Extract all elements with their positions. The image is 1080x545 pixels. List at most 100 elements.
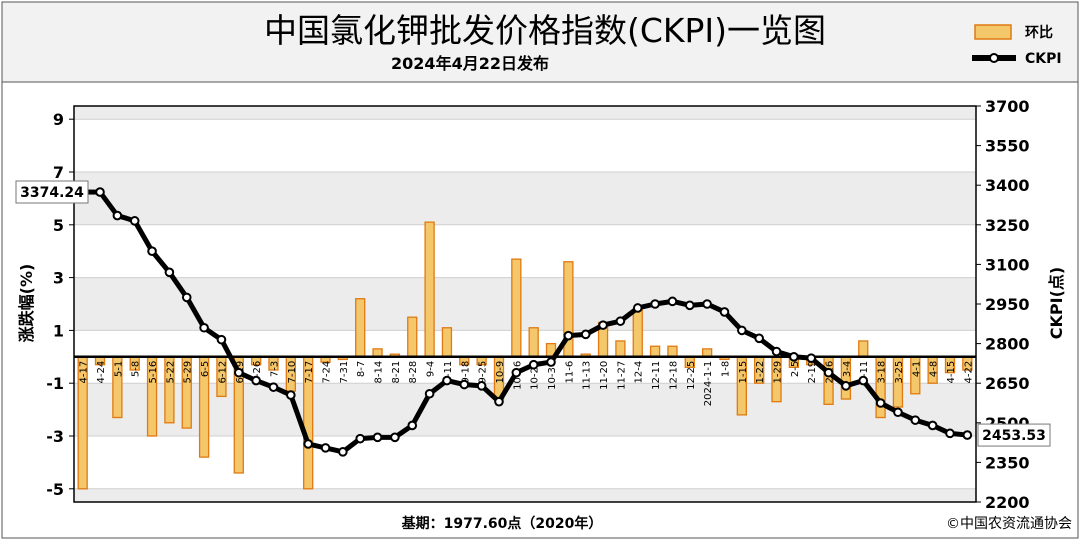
ckpi-point-8-21 [390, 432, 400, 443]
plot-band [74, 172, 976, 225]
x-tick-label-8-14: 8-14 [374, 361, 385, 384]
x-tick-label-7-10: 7-10 [287, 361, 298, 384]
x-tick-label-6-5: 6-5 [200, 361, 211, 377]
chart-title: 中国氯化钾批发价格指数(CKPI)一览图 [264, 11, 826, 50]
ckpi-point-5-29 [181, 292, 192, 303]
bar-11-27 [615, 340, 626, 358]
ckpi-point-4-24 [95, 187, 105, 197]
y-right-tick-label: 3700 [985, 97, 1030, 116]
y-axis-left: 9 7 5 3 1 -1 -3 -5 [46, 110, 74, 499]
bar-9-11 [441, 327, 453, 358]
y-axis-right: 3700355034003250310029502800265025002350… [976, 97, 1030, 512]
x-tick-label-9-11: 9-11 [443, 361, 454, 384]
annotation-label-3374.24: 3374.24 [20, 185, 84, 201]
y-right-tick-label: 2950 [985, 295, 1030, 314]
ckpi-point-4-1 [910, 415, 921, 425]
ckpi-point-9-18 [459, 379, 470, 390]
ckpi-point-3-11 [858, 375, 869, 386]
ckpi-point-9-4 [424, 388, 435, 399]
x-tick-label-5-8: 5-8 [131, 361, 142, 377]
ckpi-point-7-3 [268, 382, 279, 392]
x-tick-label-6-26: 6-26 [252, 361, 263, 384]
x-tick-label-1-15: 1-15 [738, 361, 749, 384]
annotation-box [15, 180, 89, 204]
ckpi-point-11-27 [615, 316, 626, 326]
y-axis-left-label: 涨跌幅(%) [17, 264, 36, 343]
x-tick-label-9-18: 9-18 [460, 361, 471, 384]
annotation-box [977, 423, 1051, 447]
ckpi-point-6-19 [233, 367, 244, 378]
y-right-tick-label: 3400 [985, 176, 1030, 195]
plot-band [74, 488, 976, 502]
ckpi-point-12-25 [684, 300, 695, 311]
ckpi-point-10-16 [511, 367, 522, 378]
plot-band [74, 436, 976, 489]
ckpi-point-3-4 [841, 381, 851, 391]
x-tick-label-12-4: 12-4 [634, 361, 645, 384]
plot-band [74, 383, 976, 436]
copyright: ©中国农资流通协会 [946, 516, 1072, 532]
x-tick-label-10-30: 10-30 [547, 361, 558, 390]
ckpi-point-2-19 [806, 353, 817, 363]
y-right-tick-label: 3100 [985, 255, 1030, 274]
x-tick-label-4-17: 4-17 [79, 361, 90, 384]
x-tick-label-9-25: 9-25 [478, 361, 489, 384]
y-right-tick-label: 3250 [985, 216, 1030, 235]
x-tick-label-5-16: 5-16 [148, 361, 159, 384]
ckpi-point-9-25 [476, 381, 487, 391]
x-tick-label-12-25: 12-25 [686, 361, 697, 390]
y-right-tick-label: 2200 [985, 493, 1030, 512]
ckpi-point-7-10 [286, 390, 296, 400]
ckpi-point-8-14 [372, 432, 383, 443]
legend-bar-label: 环比 [1025, 24, 1053, 41]
x-tick-label-12-11: 12-11 [651, 361, 662, 390]
y-left-tick-label: -1 [46, 374, 64, 393]
ckpi-point-11-20 [598, 320, 608, 330]
x-tick-label-3-25: 3-25 [894, 361, 905, 384]
x-tick-label-1-8: 1-8 [720, 361, 731, 377]
x-tick-label-7-24: 7-24 [322, 361, 333, 384]
ckpi-point-11-6 [563, 330, 574, 341]
x-tick-label-3-4: 3-4 [842, 361, 853, 377]
ckpi-point-1-29 [771, 346, 782, 357]
annotations: 3374.24 2453.53 [15, 180, 1051, 447]
y-right-tick-label: 2350 [985, 453, 1030, 472]
legend-line-label: CKPI [1025, 51, 1062, 67]
y-left-tick-label: 3 [53, 269, 64, 288]
chart-subtitle: 2024年4月22日发布 [391, 54, 549, 73]
bars [77, 221, 973, 490]
x-tick-label-9-4: 9-4 [426, 361, 437, 377]
y-left-tick-label: 7 [53, 163, 64, 182]
ckpi-point-6-12 [216, 334, 227, 345]
x-tick-label-11-13: 11-13 [582, 361, 593, 390]
x-tick-label-4-8: 4-8 [929, 361, 940, 377]
x-tick-label-1-22: 1-22 [755, 361, 766, 384]
x-tick-label-7-17: 7-17 [304, 361, 315, 384]
annotation-label-2453.53: 2453.53 [982, 428, 1046, 444]
ckpi-point-12-18 [667, 296, 678, 307]
y-left-tick-label: 1 [53, 321, 64, 340]
ckpi-point-7-24 [320, 443, 331, 453]
ckpi-point-4-8 [927, 420, 938, 431]
x-tick-label-5-22: 5-22 [165, 361, 176, 384]
bar-10-23 [528, 327, 539, 358]
ckpi-point-8-7 [355, 433, 366, 444]
bar-12-11 [649, 345, 661, 358]
x-tick-label-2-19: 2-19 [807, 361, 818, 384]
x-tick-label-7-3: 7-3 [269, 361, 280, 377]
ckpi-point-5-22 [164, 267, 175, 278]
legend-bar-swatch [974, 24, 1012, 40]
x-tick-label-5-1: 5-1 [113, 361, 124, 377]
x-tick-label-12-18: 12-18 [668, 361, 679, 390]
ckpi-point-10-23 [528, 359, 539, 370]
plot-band [74, 224, 976, 278]
header-background [1, 1, 1079, 83]
ckpi-point-6-5 [199, 322, 209, 333]
x-tick-label-8-21: 8-21 [391, 361, 402, 384]
y-right-tick-label: 2800 [985, 335, 1030, 354]
ckpi-point-12-11 [650, 299, 660, 309]
x-tick-label-4-1: 4-1 [911, 361, 922, 377]
y-left-tick-label: 9 [53, 110, 64, 129]
